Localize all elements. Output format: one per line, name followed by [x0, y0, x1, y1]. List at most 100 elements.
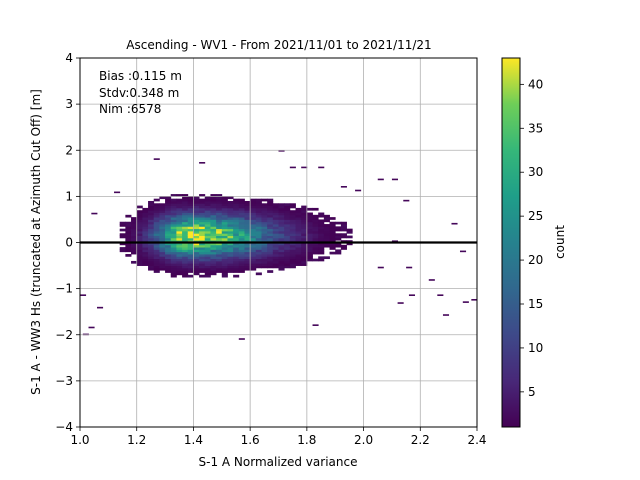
heatmap-cell: [227, 233, 234, 236]
heatmap-cell: [295, 237, 302, 241]
heatmap-cell: [250, 237, 257, 241]
heatmap-cell: [148, 219, 155, 223]
heatmap-cell: [244, 221, 251, 225]
heatmap-cell: [193, 242, 200, 246]
heatmap-cell: [238, 235, 245, 239]
heatmap-cell: [204, 221, 211, 225]
heatmap-cell: [170, 230, 177, 234]
heatmap-cell: [227, 203, 234, 206]
heatmap-cell: [323, 214, 330, 218]
heatmap-cell: [165, 235, 172, 239]
heatmap-cell: [255, 263, 262, 266]
heatmap-cell: [261, 247, 268, 250]
heatmap-cell: [278, 219, 285, 223]
heatmap-cell: [204, 260, 211, 264]
heatmap-cell: [221, 200, 228, 204]
heatmap-cell: [278, 258, 285, 262]
heatmap-cell: [153, 256, 160, 260]
heatmap-cell: [295, 207, 302, 211]
heatmap-cell: [216, 242, 223, 246]
heatmap-cell: [131, 230, 138, 234]
heatmap-cell: [255, 214, 262, 218]
heatmap-cell: [165, 212, 172, 216]
heatmap-cell: [221, 212, 228, 216]
heatmap-cell: [148, 267, 155, 271]
heatmap-cell: [261, 249, 268, 253]
heatmap-cell: [227, 265, 234, 269]
colorbar-tick-label: 40: [528, 77, 543, 91]
heatmap-cell: [170, 198, 177, 202]
heatmap-cell: [148, 254, 155, 257]
heatmap-cell: [193, 247, 200, 250]
heatmap-cell: [238, 254, 245, 257]
heatmap-cell: [301, 205, 308, 209]
heatmap-cell: [148, 256, 155, 260]
heatmap-cell: [187, 226, 194, 230]
heatmap-cell: [312, 207, 319, 211]
heatmap-cell: [261, 256, 268, 260]
heatmap-cell: [221, 230, 228, 234]
heatmap-cell: [170, 212, 177, 216]
y-axis-label: S-1 A - WW3 Hs (truncated at Azimuth Cut…: [29, 89, 43, 395]
heatmap-cell: [301, 260, 308, 264]
heatmap-cell: [289, 258, 296, 262]
heatmap-cell: [216, 224, 223, 227]
heatmap-cell: [278, 226, 285, 230]
heatmap-cell: [267, 203, 274, 206]
heatmap-cell: [278, 254, 285, 257]
heatmap-cell: [159, 210, 166, 213]
heatmap-cell: [267, 226, 274, 230]
heatmap-cell-outlier: [462, 301, 469, 303]
heatmap-cell: [233, 258, 240, 262]
heatmap-cell: [210, 235, 217, 239]
heatmap-cell: [221, 247, 228, 250]
heatmap-cell: [204, 219, 211, 223]
heatmap-cell: [125, 235, 132, 239]
heatmap-cell: [267, 235, 274, 239]
heatmap-cell: [329, 224, 336, 227]
heatmap-cell: [227, 267, 234, 271]
heatmap-cell: [272, 221, 279, 225]
heatmap-cell: [329, 226, 336, 230]
heatmap-cell: [221, 251, 228, 255]
heatmap-cell: [278, 228, 285, 232]
heatmap-cell: [142, 254, 149, 257]
heatmap-cell: [284, 265, 291, 269]
heatmap-cell: [289, 263, 296, 266]
heatmap-cell: [267, 265, 274, 269]
heatmap-cell: [323, 244, 330, 248]
heatmap-cell: [250, 233, 257, 236]
heatmap-cell: [318, 224, 325, 227]
heatmap-cell: [165, 233, 172, 236]
heatmap-cell: [210, 203, 217, 206]
heatmap-cell: [170, 249, 177, 253]
heatmap-cell: [278, 205, 285, 209]
heatmap-cell: [159, 247, 166, 250]
heatmap-cell: [295, 233, 302, 236]
heatmap-cell: [148, 203, 155, 206]
heatmap-cell: [204, 258, 211, 262]
heatmap-cell: [346, 242, 353, 246]
heatmap-cell: [318, 256, 325, 260]
heatmap-cell: [244, 226, 251, 230]
heatmap-cell: [250, 228, 257, 232]
heatmap-cell: [176, 200, 183, 204]
heatmap-cell: [306, 217, 313, 220]
heatmap-cell: [159, 254, 166, 257]
heatmap-cell: [136, 260, 143, 264]
heatmap-cell: [131, 247, 138, 250]
heatmap-cell: [244, 254, 251, 257]
heatmap-cell: [182, 194, 189, 197]
heatmap-cell: [204, 270, 211, 273]
heatmap-cell: [159, 233, 166, 236]
heatmap-cell: [244, 212, 251, 216]
heatmap-cell: [284, 219, 291, 223]
heatmap-cell: [301, 230, 308, 234]
heatmap-cell: [272, 265, 279, 269]
heatmap-cell: [216, 256, 223, 260]
heatmap-cell: [227, 226, 234, 230]
heatmap-cell: [159, 228, 166, 232]
heatmap-cell: [272, 263, 279, 266]
heatmap-cell: [136, 217, 143, 220]
heatmap-cell: [170, 251, 177, 255]
